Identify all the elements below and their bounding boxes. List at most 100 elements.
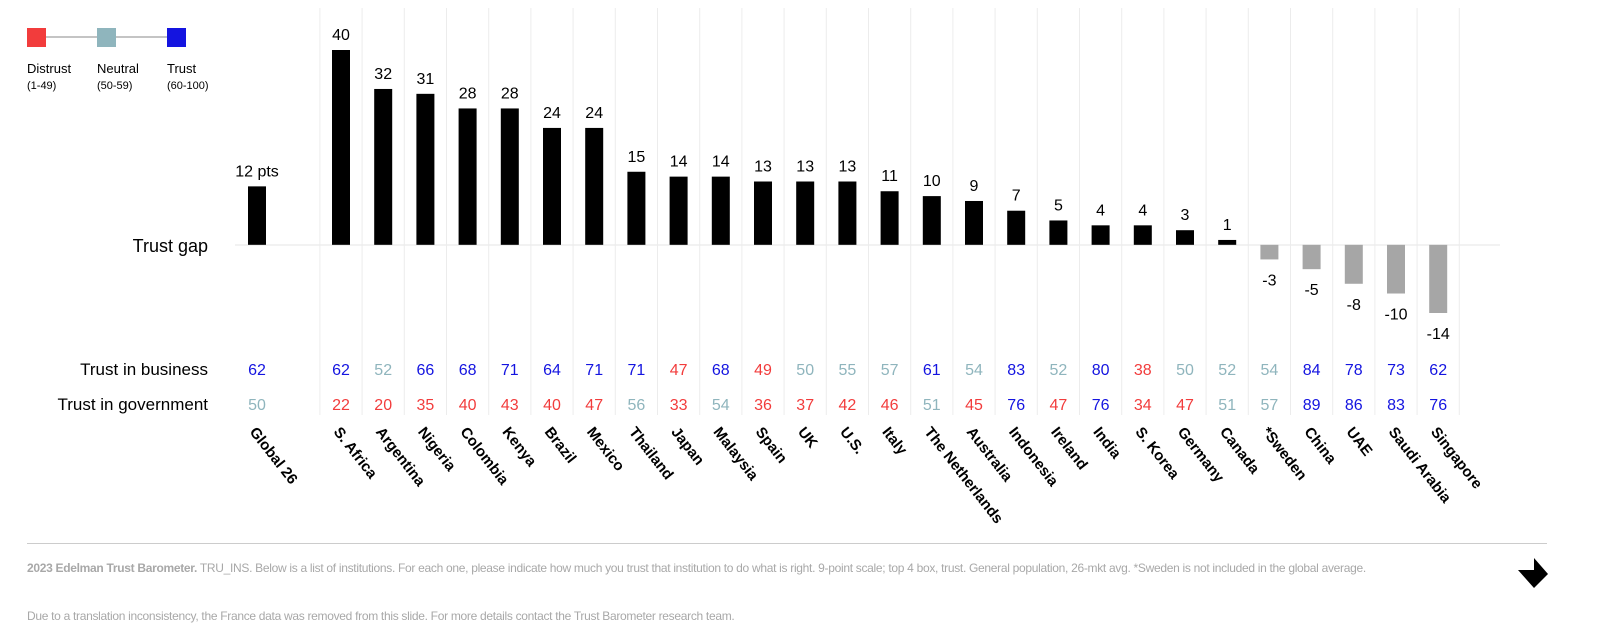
row-value: 50 — [796, 362, 814, 379]
bar — [711, 176, 730, 245]
next-arrow[interactable] — [1516, 556, 1550, 590]
footnote-source: 2023 Edelman Trust Barometer. — [27, 561, 198, 575]
x-tick-label: Nigeria — [414, 424, 459, 475]
bar — [458, 108, 477, 245]
bar — [754, 181, 772, 245]
value-label: 28 — [501, 85, 519, 102]
bar — [500, 108, 519, 245]
x-tick-label: Kenya — [499, 424, 541, 470]
row-value: 78 — [1345, 362, 1363, 379]
x-tick-label: China — [1300, 424, 1339, 468]
bar — [1387, 244, 1405, 294]
row-value: 76 — [1429, 397, 1447, 414]
row-value: 80 — [1092, 362, 1110, 379]
bar — [332, 50, 350, 245]
bar — [585, 127, 604, 245]
value-label: 13 — [839, 159, 857, 176]
bar — [543, 127, 561, 245]
value-label: 12 pts — [235, 163, 279, 180]
bar — [248, 186, 266, 245]
value-label: 40 — [332, 27, 350, 44]
legend-label: Distrust — [27, 61, 71, 76]
row-value: 62 — [1429, 362, 1447, 379]
row-value: 20 — [374, 397, 392, 414]
x-tick-label: Global 26 — [246, 424, 301, 488]
bar — [1049, 220, 1068, 245]
row-value: 76 — [1007, 397, 1025, 414]
legend-swatch — [167, 28, 186, 47]
footnote: 2023 Edelman Trust Barometer. TRU_INS. B… — [27, 561, 1377, 576]
row-value: 68 — [459, 362, 477, 379]
legend-range: (50-59) — [97, 80, 132, 92]
x-tick-label: Mexico — [583, 424, 628, 475]
row-value: 62 — [248, 362, 266, 379]
row-value: 57 — [881, 362, 899, 379]
footnote-text: TRU_INS. Below is a list of institutions… — [199, 561, 1366, 575]
row-value: 51 — [1218, 397, 1236, 414]
value-label: -8 — [1347, 297, 1361, 314]
value-label: 14 — [670, 154, 688, 171]
row-value: 52 — [1050, 362, 1068, 379]
row-value: 86 — [1345, 397, 1363, 414]
value-label: 14 — [712, 154, 730, 171]
x-tick-label: Ireland — [1047, 424, 1091, 473]
bar — [922, 196, 941, 245]
row-value: 37 — [796, 397, 814, 414]
bar — [416, 93, 435, 245]
bar — [1260, 244, 1279, 260]
x-tick-label: UAE — [1343, 424, 1376, 459]
row-value: 68 — [712, 362, 730, 379]
value-label: 15 — [628, 149, 646, 166]
bar — [965, 200, 983, 245]
value-label: 24 — [543, 105, 561, 122]
x-tick-label: U.S. — [836, 424, 867, 457]
row-value: 54 — [712, 397, 730, 414]
legend-swatch — [27, 28, 46, 47]
bar — [838, 181, 857, 245]
value-label: -5 — [1304, 282, 1318, 299]
bar — [1302, 244, 1321, 270]
bar — [796, 181, 815, 245]
row-value: 34 — [1134, 397, 1152, 414]
row-value: 54 — [965, 362, 983, 379]
chart: Trust gap Distrust (1-49) Neutral (50-59) Tr… — [27, 8, 1500, 527]
row-value: 40 — [543, 397, 561, 414]
row-value: 54 — [1261, 362, 1279, 379]
value-label: 11 — [881, 168, 898, 185]
value-label: 28 — [459, 85, 477, 102]
zero-label: Trust gap — [133, 236, 208, 256]
bar — [1133, 225, 1152, 245]
bar — [374, 88, 393, 245]
bar — [880, 191, 899, 245]
row-value: 66 — [417, 362, 435, 379]
bar — [1007, 210, 1026, 245]
row-value: 61 — [923, 362, 941, 379]
row-value: 46 — [881, 397, 899, 414]
row-value: 51 — [923, 397, 941, 414]
x-tick-label: Japan — [667, 424, 707, 469]
row-value: 84 — [1303, 362, 1321, 379]
row-value: 43 — [501, 397, 519, 414]
value-label: 10 — [923, 173, 941, 190]
bar — [1429, 244, 1448, 313]
row-value: 71 — [585, 362, 603, 379]
row-value: 71 — [501, 362, 519, 379]
row-value: 64 — [543, 362, 561, 379]
x-tick-label: Spain — [752, 424, 791, 467]
bar — [1218, 239, 1237, 245]
bar — [1091, 225, 1110, 245]
value-label: 4 — [1138, 202, 1147, 219]
row-value: 47 — [1176, 397, 1194, 414]
row-value: 47 — [1050, 397, 1068, 414]
x-tick-label: The Netherlands — [921, 424, 1007, 527]
row-value: 76 — [1092, 397, 1110, 414]
row-value: 22 — [332, 397, 350, 414]
value-label: -14 — [1427, 326, 1450, 343]
row-value: 89 — [1303, 397, 1321, 414]
value-label: 13 — [796, 159, 814, 176]
value-label: 13 — [754, 159, 772, 176]
row-label: Trust in government — [57, 395, 208, 414]
row-value: 45 — [965, 397, 983, 414]
bar — [669, 176, 688, 245]
value-label: 1 — [1223, 217, 1232, 234]
